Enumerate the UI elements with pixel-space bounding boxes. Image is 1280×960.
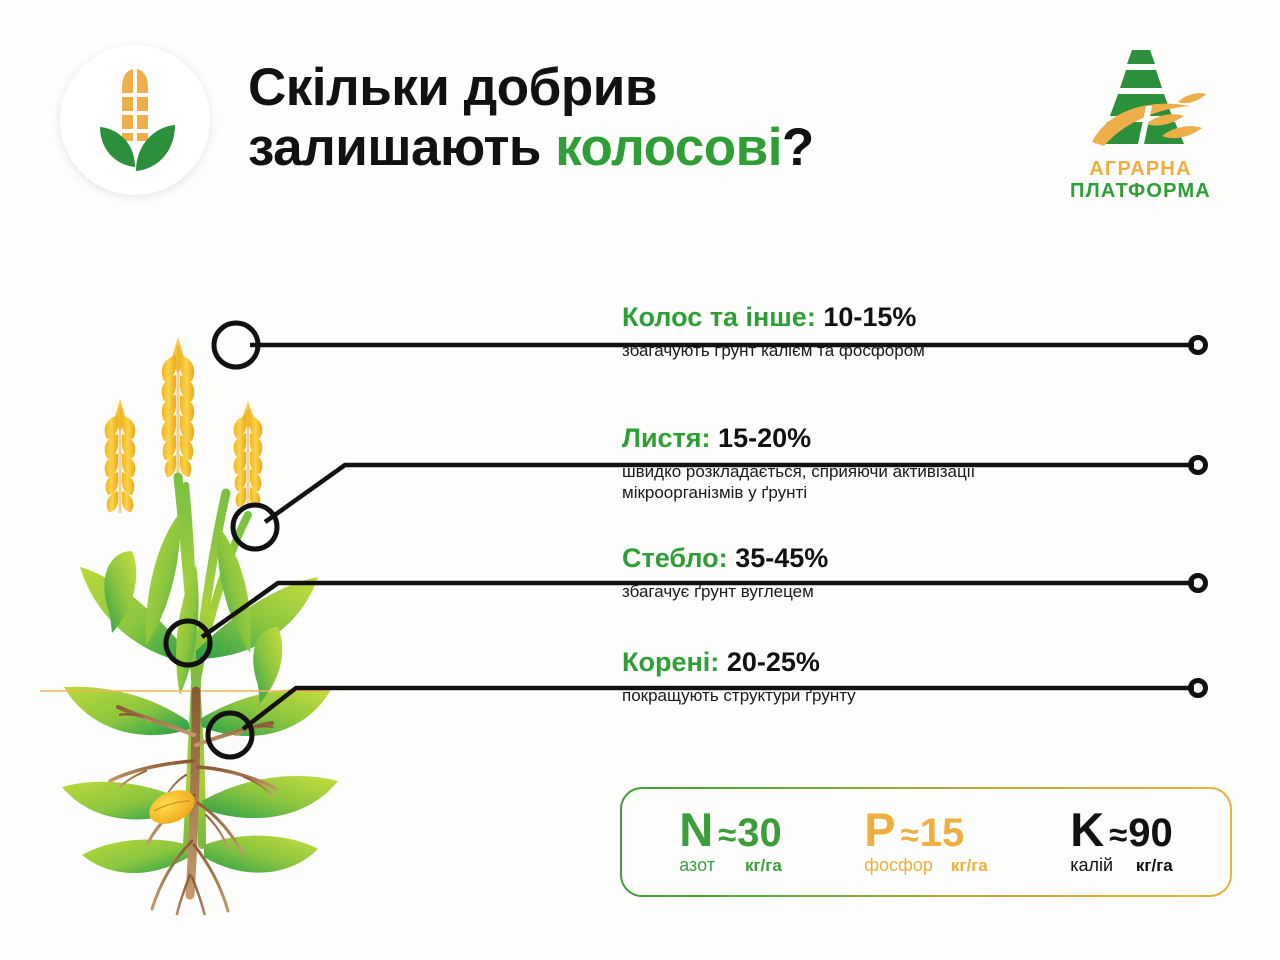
phosphorus-name: фосфор <box>864 854 933 875</box>
callout-roots-desc: покращують структури ґрунту <box>622 685 856 705</box>
title-question-mark: ? <box>781 118 814 178</box>
potassium-symbol: K <box>1070 803 1105 857</box>
nitrogen-name: азот <box>679 854 715 875</box>
brand-line-1: АГРАРНА <box>1089 158 1192 180</box>
callout-spike-head: Колос та інше: 10-15% <box>622 302 925 333</box>
nitrogen-symbol: N <box>679 803 714 857</box>
pyramid-wheat-logo-icon <box>1091 50 1206 146</box>
title-line-1: Скільки добрив <box>248 58 657 117</box>
title-highlight: колосові <box>555 118 782 178</box>
callout-leaves-value: 15-20% <box>718 423 812 453</box>
brand-line-2: ПЛАТФОРМА <box>1070 180 1211 203</box>
callout-leaves: Листя: 15-20% швидко розкладається, спри… <box>622 423 976 504</box>
corn-badge <box>60 45 210 195</box>
nitrogen-approx-sign: ≈ <box>718 816 737 854</box>
nutrient-phosphorus: P ≈ 15 фосфор кг/га <box>864 803 988 876</box>
callout-leaves-head: Листя: 15-20% <box>622 423 975 454</box>
wheat-plant-illustration <box>0 215 620 915</box>
callout-roots: Корені: 20-25% покращують структури ґрун… <box>622 647 856 706</box>
nitrogen-value: 30 <box>737 811 782 856</box>
callout-leaves-label: Листя: <box>622 423 711 453</box>
callout-spike-label: Колос та інше: <box>622 302 816 332</box>
callout-leaves-desc: швидко розкладається, сприяючи активізац… <box>622 461 976 503</box>
callout-spike-desc: збагачують ґрунт калієм та фосфором <box>622 340 925 360</box>
callout-stem-desc: збагачує ґрунт вуглецем <box>622 581 814 601</box>
seed-icon <box>149 790 195 824</box>
title-line-2: залишають колосові? <box>248 118 1038 178</box>
title-line-2-plain: залишають <box>248 118 556 178</box>
nutrient-potassium: K ≈ 90 калій кг/га <box>1070 803 1173 876</box>
callout-spike-value: 10-15% <box>823 302 917 332</box>
nitrogen-unit: кг/га <box>744 855 782 875</box>
phosphorus-value: 15 <box>919 811 965 856</box>
callout-roots-label: Корені: <box>622 647 720 677</box>
phosphorus-symbol: P <box>864 803 896 857</box>
phosphorus-unit: кг/га <box>950 855 988 875</box>
callout-stem-value: 35-45% <box>735 543 829 573</box>
callout-stem: Стебло: 35-45% збагачує ґрунт вуглецем <box>622 543 829 602</box>
brand-logo: АГРАРНА ПЛАТФОРМА <box>1053 44 1228 204</box>
page-title: Скільки добрив залишають колосові? <box>248 58 1038 179</box>
callout-stem-head: Стебло: 35-45% <box>622 543 829 574</box>
potassium-name: калій <box>1070 854 1114 875</box>
potassium-value: 90 <box>1128 811 1173 856</box>
corn-cob-with-leaves-icon <box>100 69 175 171</box>
npk-summary-panel: N ≈ 30 азот кг/га P ≈ 15 фосфор кг/га <box>620 787 1232 897</box>
callout-stem-label: Стебло: <box>622 543 728 573</box>
callout-spike: Колос та інше: 10-15% збагачують ґрунт к… <box>622 302 925 361</box>
callout-roots-head: Корені: 20-25% <box>622 647 856 678</box>
potassium-approx-sign: ≈ <box>1109 816 1128 854</box>
phosphorus-approx-sign: ≈ <box>900 816 919 854</box>
callout-roots-value: 20-25% <box>726 647 820 677</box>
potassium-unit: кг/га <box>1135 855 1173 875</box>
nutrient-nitrogen: N ≈ 30 азот кг/га <box>679 803 782 876</box>
